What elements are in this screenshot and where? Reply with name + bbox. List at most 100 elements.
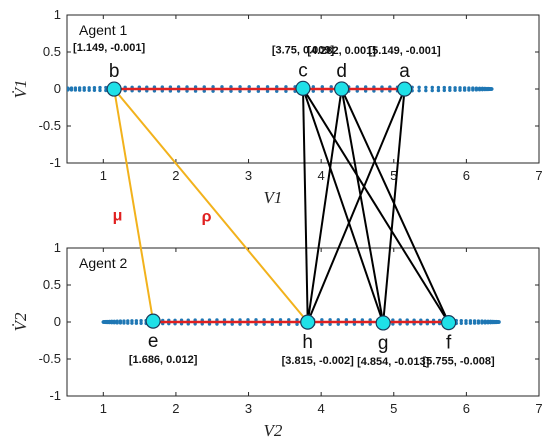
agent1-orbit-dot xyxy=(87,86,91,90)
agent1-orbit-dot xyxy=(474,86,479,90)
agent2-orbit-dot xyxy=(480,319,484,323)
agent1-orbit-dot xyxy=(329,85,333,89)
agent1-x-tick-label: 2 xyxy=(172,168,179,183)
agent2-orbit-dot xyxy=(238,318,242,322)
agent1-orbit-dot xyxy=(69,86,74,90)
agent2-y-tick-label: 1 xyxy=(54,240,61,255)
edge-label-b-e: μ xyxy=(113,208,123,225)
agent1-orbit-dot xyxy=(202,89,206,93)
agent1-orbit-dot xyxy=(311,89,315,93)
agent1-orbit-dot xyxy=(229,89,233,93)
agent2-orbit-dot xyxy=(139,318,143,323)
edge-c-f xyxy=(302,87,450,324)
agent1-orbit-dot xyxy=(442,88,446,93)
node-label-f: f xyxy=(446,333,452,354)
agent2-y-tick-label: -0.5 xyxy=(39,351,61,366)
node-coord-c: [3.75, 0.009] xyxy=(272,44,335,56)
node-coord-e: [1.686, 0.012] xyxy=(129,354,198,366)
agent1-orbit-dot xyxy=(77,86,82,90)
agent1-orbit-dot xyxy=(430,88,434,93)
agent1-orbit-dot xyxy=(98,88,102,93)
agent1-x-tick-label: 4 xyxy=(318,168,325,183)
agent1-orbit-dot xyxy=(329,89,333,93)
agent1-y-tick-label: -1 xyxy=(49,155,61,170)
agent2-orbit-dot xyxy=(130,319,134,323)
agent1-orbit-dot xyxy=(275,85,279,89)
node-e xyxy=(145,313,161,329)
node-label-d: d xyxy=(336,61,347,82)
agent2-orbit-dot xyxy=(328,318,332,322)
agent1-orbit-dot xyxy=(63,88,66,91)
agent1-orbit-dot xyxy=(211,89,215,93)
node-label-a: a xyxy=(399,61,410,82)
node-coord-b: [1.149, -0.001] xyxy=(73,42,145,54)
edge-c-g xyxy=(302,88,385,324)
node-label-b: b xyxy=(109,61,120,82)
edge-a-h xyxy=(306,88,406,323)
agent2-y-tick-label: -1 xyxy=(49,388,61,403)
agent2-orbit-dot xyxy=(344,322,349,326)
agent1-orbit-dot xyxy=(220,89,224,93)
agent2-orbit-dot xyxy=(476,319,481,323)
node-f xyxy=(440,314,457,331)
agent2-orbit-dot xyxy=(246,322,250,326)
edge-b-e xyxy=(113,88,155,322)
agent1-y-tick-label: 1 xyxy=(54,7,61,22)
agent2-y-tick-label: 0 xyxy=(54,314,61,329)
agent2-orbit xyxy=(101,318,501,326)
agent1-x-tick-label: 7 xyxy=(535,168,542,183)
agent2-orbit-dot xyxy=(344,318,349,322)
agent2-orbit-dot xyxy=(118,319,123,323)
agent1-x-tick-label: 5 xyxy=(390,168,397,183)
agent1-orbit-dot xyxy=(462,86,467,90)
agent1-orbit-dot xyxy=(467,86,471,90)
node-b xyxy=(106,81,122,97)
agent1-orbit-dot xyxy=(424,88,428,93)
agent2-orbit-dot xyxy=(262,318,266,322)
agent2-orbit-dot xyxy=(134,321,139,325)
agent1-orbit-dot xyxy=(92,85,97,90)
node-label-c: c xyxy=(298,60,308,81)
edge-a-g xyxy=(382,88,406,324)
node-a xyxy=(396,81,413,97)
agent2-orbit-dot xyxy=(115,319,119,323)
agent1-orbit-dot xyxy=(229,85,233,89)
agent2-orbit-dot xyxy=(486,319,490,323)
agent1-orbit-dot xyxy=(458,86,462,90)
agent1-orbit-dot xyxy=(453,88,457,92)
edge-d-g xyxy=(340,88,385,324)
agent1-orbit-dot xyxy=(265,85,270,89)
agent1-orbit-dot xyxy=(417,85,421,90)
agent2-y-axis-label: V̇2 xyxy=(11,312,30,331)
agent2-orbit-dot xyxy=(459,318,463,323)
agent2-orbit-dot xyxy=(122,319,126,323)
agent1-orbit-dot xyxy=(430,85,434,90)
node-label-e: e xyxy=(148,331,159,352)
edge-c-h xyxy=(302,88,309,323)
agent1-orbit-dot xyxy=(238,89,242,93)
agent1-orbit-dot xyxy=(202,85,206,89)
agent1-orbit-dot xyxy=(63,87,66,90)
agent1-orbit-dot xyxy=(211,85,215,89)
agent2-agent-label: Agent 2 xyxy=(79,255,127,271)
node-coord-f: [5.755, -0.008] xyxy=(423,356,495,368)
agent2-x-tick-label: 5 xyxy=(390,401,397,416)
agent1-x-tick-label: 1 xyxy=(100,168,107,183)
agent1-orbit-dot xyxy=(320,89,324,93)
node-coord-a: [5.149, -0.001] xyxy=(369,45,441,57)
node-d xyxy=(334,81,350,97)
agent2-orbit-dot xyxy=(139,321,143,326)
agent1-y-tick-label: 0 xyxy=(54,81,61,96)
agent2-orbit-dot xyxy=(254,322,258,326)
agent1-orbit-dot xyxy=(471,86,475,90)
agent1-orbit-dot xyxy=(256,89,261,93)
node-coord-g: [4.854, -0.013] xyxy=(357,356,429,368)
node-h xyxy=(300,314,316,330)
agent1-orbit-dot xyxy=(448,85,452,90)
agent2-orbit-dot xyxy=(497,320,501,324)
node-label-h: h xyxy=(302,332,313,353)
agent1-y-tick-label: -0.5 xyxy=(39,118,61,133)
agent1-orbit-dot xyxy=(436,85,441,90)
agent1-orbit-dot xyxy=(256,85,261,89)
agent1-orbit-dot xyxy=(82,86,86,90)
